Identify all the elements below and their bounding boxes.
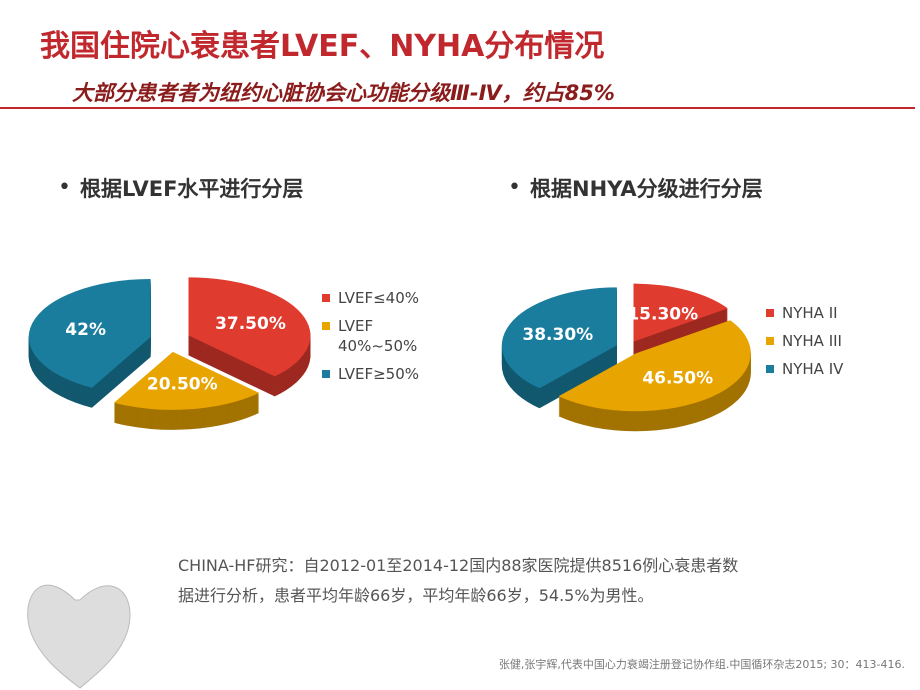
legend-item: NYHA III xyxy=(766,331,861,351)
slice xyxy=(501,287,617,389)
legend-swatch xyxy=(322,322,330,330)
legend-item: NYHA II xyxy=(766,303,861,323)
slice-label: 20.50% xyxy=(147,374,218,394)
slide-subtitle: 大部分患者者为纽约心脏协会心功能分级Ⅲ-Ⅳ，约占85% xyxy=(72,81,615,105)
legend-swatch xyxy=(766,309,774,317)
slice-label: 42% xyxy=(65,320,106,340)
legend-swatch xyxy=(322,370,330,378)
legend-item: LVEF 40%~50% xyxy=(322,316,417,356)
legend-item: LVEF≥50% xyxy=(322,364,419,384)
slice-label: 15.30% xyxy=(627,304,698,324)
bullet: • xyxy=(508,175,521,200)
note-line: 据进行分析，患者平均年龄66岁，平均年龄66岁，54.5%为男性。 xyxy=(178,586,654,605)
chart-heading: 根据LVEF水平进行分层 xyxy=(80,177,303,201)
slice xyxy=(558,320,751,412)
legend-label: LVEF≥50% xyxy=(338,365,419,383)
chart-heading: 根据NHYA分级进行分层 xyxy=(530,177,763,201)
legend-item: NYHA IV xyxy=(766,359,861,379)
slice xyxy=(114,351,260,410)
citation: 张健,张宇辉,代表中国心力衰竭注册登记协作组.中国循环杂志2015; 30：41… xyxy=(499,657,905,671)
slice xyxy=(633,283,728,342)
slice xyxy=(188,277,311,377)
slice-label: 38.30% xyxy=(522,325,593,345)
slice-label: 37.50% xyxy=(215,314,286,334)
legend-swatch xyxy=(766,365,774,373)
legend: NYHA II NYHA III NYHA IV xyxy=(766,303,861,387)
note-line: CHINA-HF研究：自2012-01至2014-12国内88家医院提供8516… xyxy=(178,556,738,575)
legend-swatch xyxy=(766,337,774,345)
slice xyxy=(28,279,151,388)
legend-label: LVEF≤40% xyxy=(338,289,419,307)
legend-label: NYHA II xyxy=(782,304,838,322)
legend: LVEF≤40% LVEF 40%~50% LVEF≥50% xyxy=(322,288,419,392)
bullet: • xyxy=(58,175,71,200)
slide-title: 我国住院心衰患者LVEF、NYHA分布情况 xyxy=(40,29,604,64)
heart-image xyxy=(27,584,131,689)
legend-label: LVEF 40%~50% xyxy=(338,317,418,355)
legend-swatch xyxy=(322,294,330,302)
legend-label: NYHA III xyxy=(782,332,842,350)
legend-label: NYHA IV xyxy=(782,360,844,378)
legend-item: LVEF≤40% xyxy=(322,288,419,308)
slice-label: 46.50% xyxy=(642,368,713,388)
